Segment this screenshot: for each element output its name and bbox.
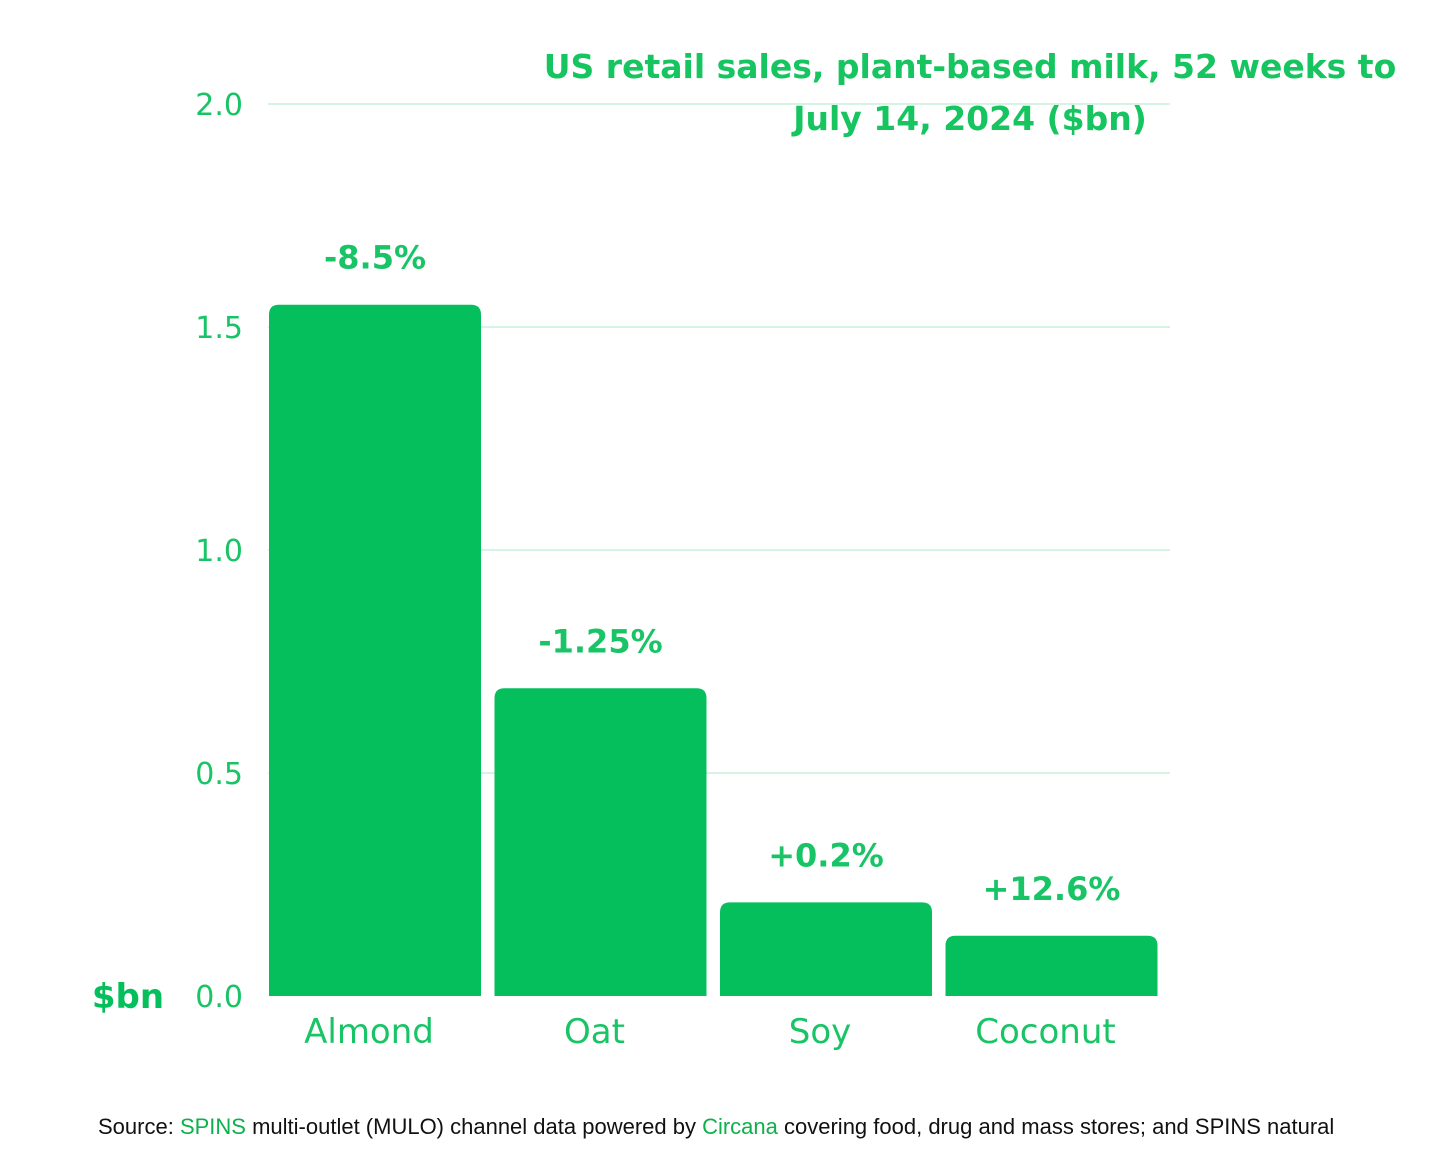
source-prefix: Source: [98,1114,180,1139]
data-label: -1.25% [538,622,662,660]
chart-title-line-1: US retail sales, plant-based milk, 52 we… [544,47,1397,86]
bar-oat [494,688,707,996]
x-axis-labels: Almond Oat Soy Coconut [304,1012,1116,1052]
bar-almond [269,304,481,996]
y-tick-label: 2.0 [195,88,243,123]
source-middle: multi-outlet (MULO) channel data powered… [245,1114,703,1139]
source-note: Source: SPINS multi-outlet (MULO) channe… [98,1114,1438,1140]
x-tick-label: Coconut [975,1012,1115,1052]
data-label: +0.2% [768,836,884,874]
bar-chart: 0.0 0.5 1.0 1.5 2.0 Almond Oat Soy Coconut -8.5… [92,47,1397,1052]
y-axis-ticks: 0.0 0.5 1.0 1.5 2.0 [195,88,243,1015]
y-tick-label: 1.5 [195,311,243,346]
data-label: -8.5% [324,239,426,277]
y-axis-unit-label: $bn [92,977,164,1017]
x-tick-label: Oat [564,1012,625,1052]
x-tick-label: Soy [789,1012,852,1052]
y-tick-label: 0.5 [195,757,243,792]
bars [269,304,1158,996]
data-labels: -8.5% -1.25% +0.2% +12.6% [324,239,1120,908]
source-link-spins[interactable]: SPINS [179,1114,246,1139]
chart-title-line-2: July 14, 2024 ($bn) [791,99,1147,138]
bar-soy [720,902,932,996]
source-rest: covering food, drug and mass stores; and… [777,1114,1335,1139]
y-tick-label: 1.0 [195,534,243,569]
x-tick-label: Almond [304,1012,434,1052]
chart-title: US retail sales, plant-based milk, 52 we… [544,47,1397,138]
source-link-circana[interactable]: Circana [702,1114,778,1139]
data-label: +12.6% [983,870,1121,908]
y-tick-label: 0.0 [195,980,243,1015]
bar-coconut [945,935,1158,996]
